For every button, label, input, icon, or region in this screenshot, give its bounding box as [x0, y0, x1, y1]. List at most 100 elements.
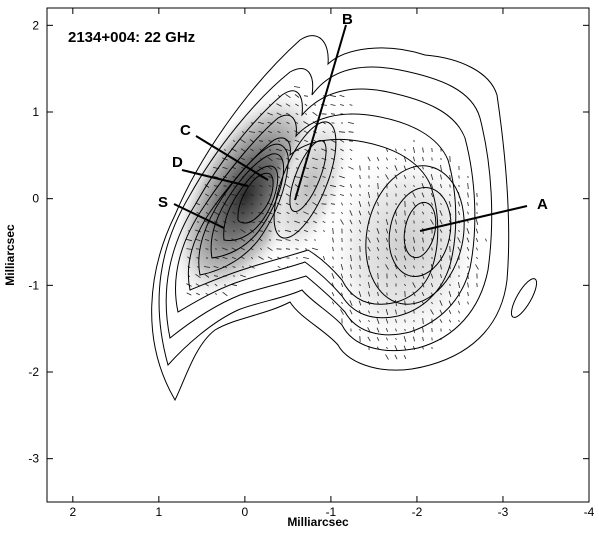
polarization-vector [422, 327, 424, 333]
contour-east-blob [510, 278, 538, 318]
polarization-vector [341, 292, 343, 296]
polarization-vector [214, 193, 218, 197]
polarization-vector [358, 300, 362, 306]
polarization-vector [340, 273, 344, 279]
contour-2 [158, 66, 493, 367]
polarization-vector [204, 220, 210, 224]
polarization-vector [231, 256, 237, 260]
polarization-vector [294, 94, 300, 98]
polarization-vector [340, 263, 344, 271]
polarization-vector [277, 166, 281, 170]
polarization-vector [241, 266, 245, 268]
polarization-vector [359, 165, 361, 171]
polarization-vector [349, 148, 353, 152]
polarization-vector [322, 220, 326, 224]
polarization-vector [476, 247, 478, 251]
x-tick-label: -4 [584, 505, 595, 519]
polarization-vector [458, 310, 460, 314]
polarization-vector [404, 210, 406, 216]
polarization-vector [350, 193, 352, 197]
polarization-vector [241, 221, 245, 223]
polarization-vector [340, 167, 344, 169]
polarization-vector [348, 122, 354, 124]
polarization-vector [467, 220, 469, 224]
polarization-vector [368, 201, 370, 207]
polarization-vector [368, 291, 370, 297]
polarization-vector [340, 157, 344, 161]
polarization-vector [475, 218, 479, 226]
polarization-vector [413, 175, 415, 179]
polarization-vector [386, 247, 388, 251]
leader-a [419, 205, 528, 232]
polarization-vector [205, 212, 209, 214]
polarization-vector [458, 300, 460, 306]
polarization-vector [285, 93, 291, 99]
polarization-vector [350, 202, 352, 206]
contour-a-2 [388, 187, 452, 277]
polarization-vector [277, 265, 281, 269]
x-tick-label: -3 [498, 505, 509, 519]
polarization-vector [475, 237, 479, 243]
polarization-vector [421, 192, 425, 198]
polarization-vector [439, 319, 443, 323]
polarization-vector [430, 173, 434, 181]
polarization-vector [368, 210, 370, 216]
polarization-vector [467, 291, 469, 297]
polarization-vector [277, 131, 281, 133]
polarization-vector [412, 291, 416, 297]
polarization-vector [412, 282, 416, 288]
polarization-vector [295, 202, 299, 206]
polarization-vector [403, 175, 407, 179]
polarization-vector [359, 283, 361, 287]
polarization-vector [449, 255, 451, 261]
polarization-vector [376, 256, 380, 260]
polarization-vector [404, 328, 406, 332]
polarization-vector [386, 256, 388, 260]
polarization-vector [232, 185, 236, 187]
polarization-vector [413, 345, 415, 351]
polarization-vector [404, 238, 406, 242]
component-label-d: D [172, 154, 183, 171]
polarization-vector [240, 148, 246, 152]
polarization-vector [240, 238, 246, 242]
core-shading [168, 85, 324, 305]
polarization-vector [377, 201, 379, 207]
polarization-vector [430, 192, 434, 198]
contour-outer [151, 35, 510, 402]
contour-3 [165, 88, 476, 339]
polarization-vector [313, 239, 317, 241]
polarization-vector [403, 255, 407, 261]
polarization-vector [294, 220, 300, 224]
polarization-vector [395, 219, 397, 225]
polarization-vector [385, 318, 389, 324]
polarization-vector [422, 246, 424, 252]
polarization-vector [222, 247, 228, 251]
polarization-vector [322, 176, 326, 178]
polarization-vector [240, 228, 246, 234]
polarization-vector [349, 158, 353, 160]
polarization-vector [439, 210, 443, 216]
polarization-vector [385, 147, 389, 153]
polarization-vector [448, 300, 452, 306]
polarization-vector [295, 112, 299, 116]
polarization-vector [403, 245, 407, 253]
polarization-vector [457, 246, 461, 252]
polarization-vector [439, 219, 443, 225]
polarization-vector [449, 238, 451, 242]
polarization-vector [277, 230, 281, 232]
polarization-vector [303, 229, 309, 233]
polarization-vector [475, 264, 479, 270]
polarization-vector [403, 355, 407, 359]
polarization-vector [339, 194, 345, 196]
contour-core-4 [237, 172, 274, 224]
polarization-vector [232, 211, 236, 215]
polarization-vector [439, 309, 443, 315]
polarization-vector [467, 201, 469, 207]
polarization-vector [232, 266, 236, 268]
polarization-vector [376, 237, 380, 243]
polarization-vector [339, 94, 345, 98]
polarization-vector [350, 273, 352, 279]
polarization-vector [422, 256, 424, 260]
contour-core-3 [223, 165, 279, 241]
polarization-vector [376, 337, 380, 341]
